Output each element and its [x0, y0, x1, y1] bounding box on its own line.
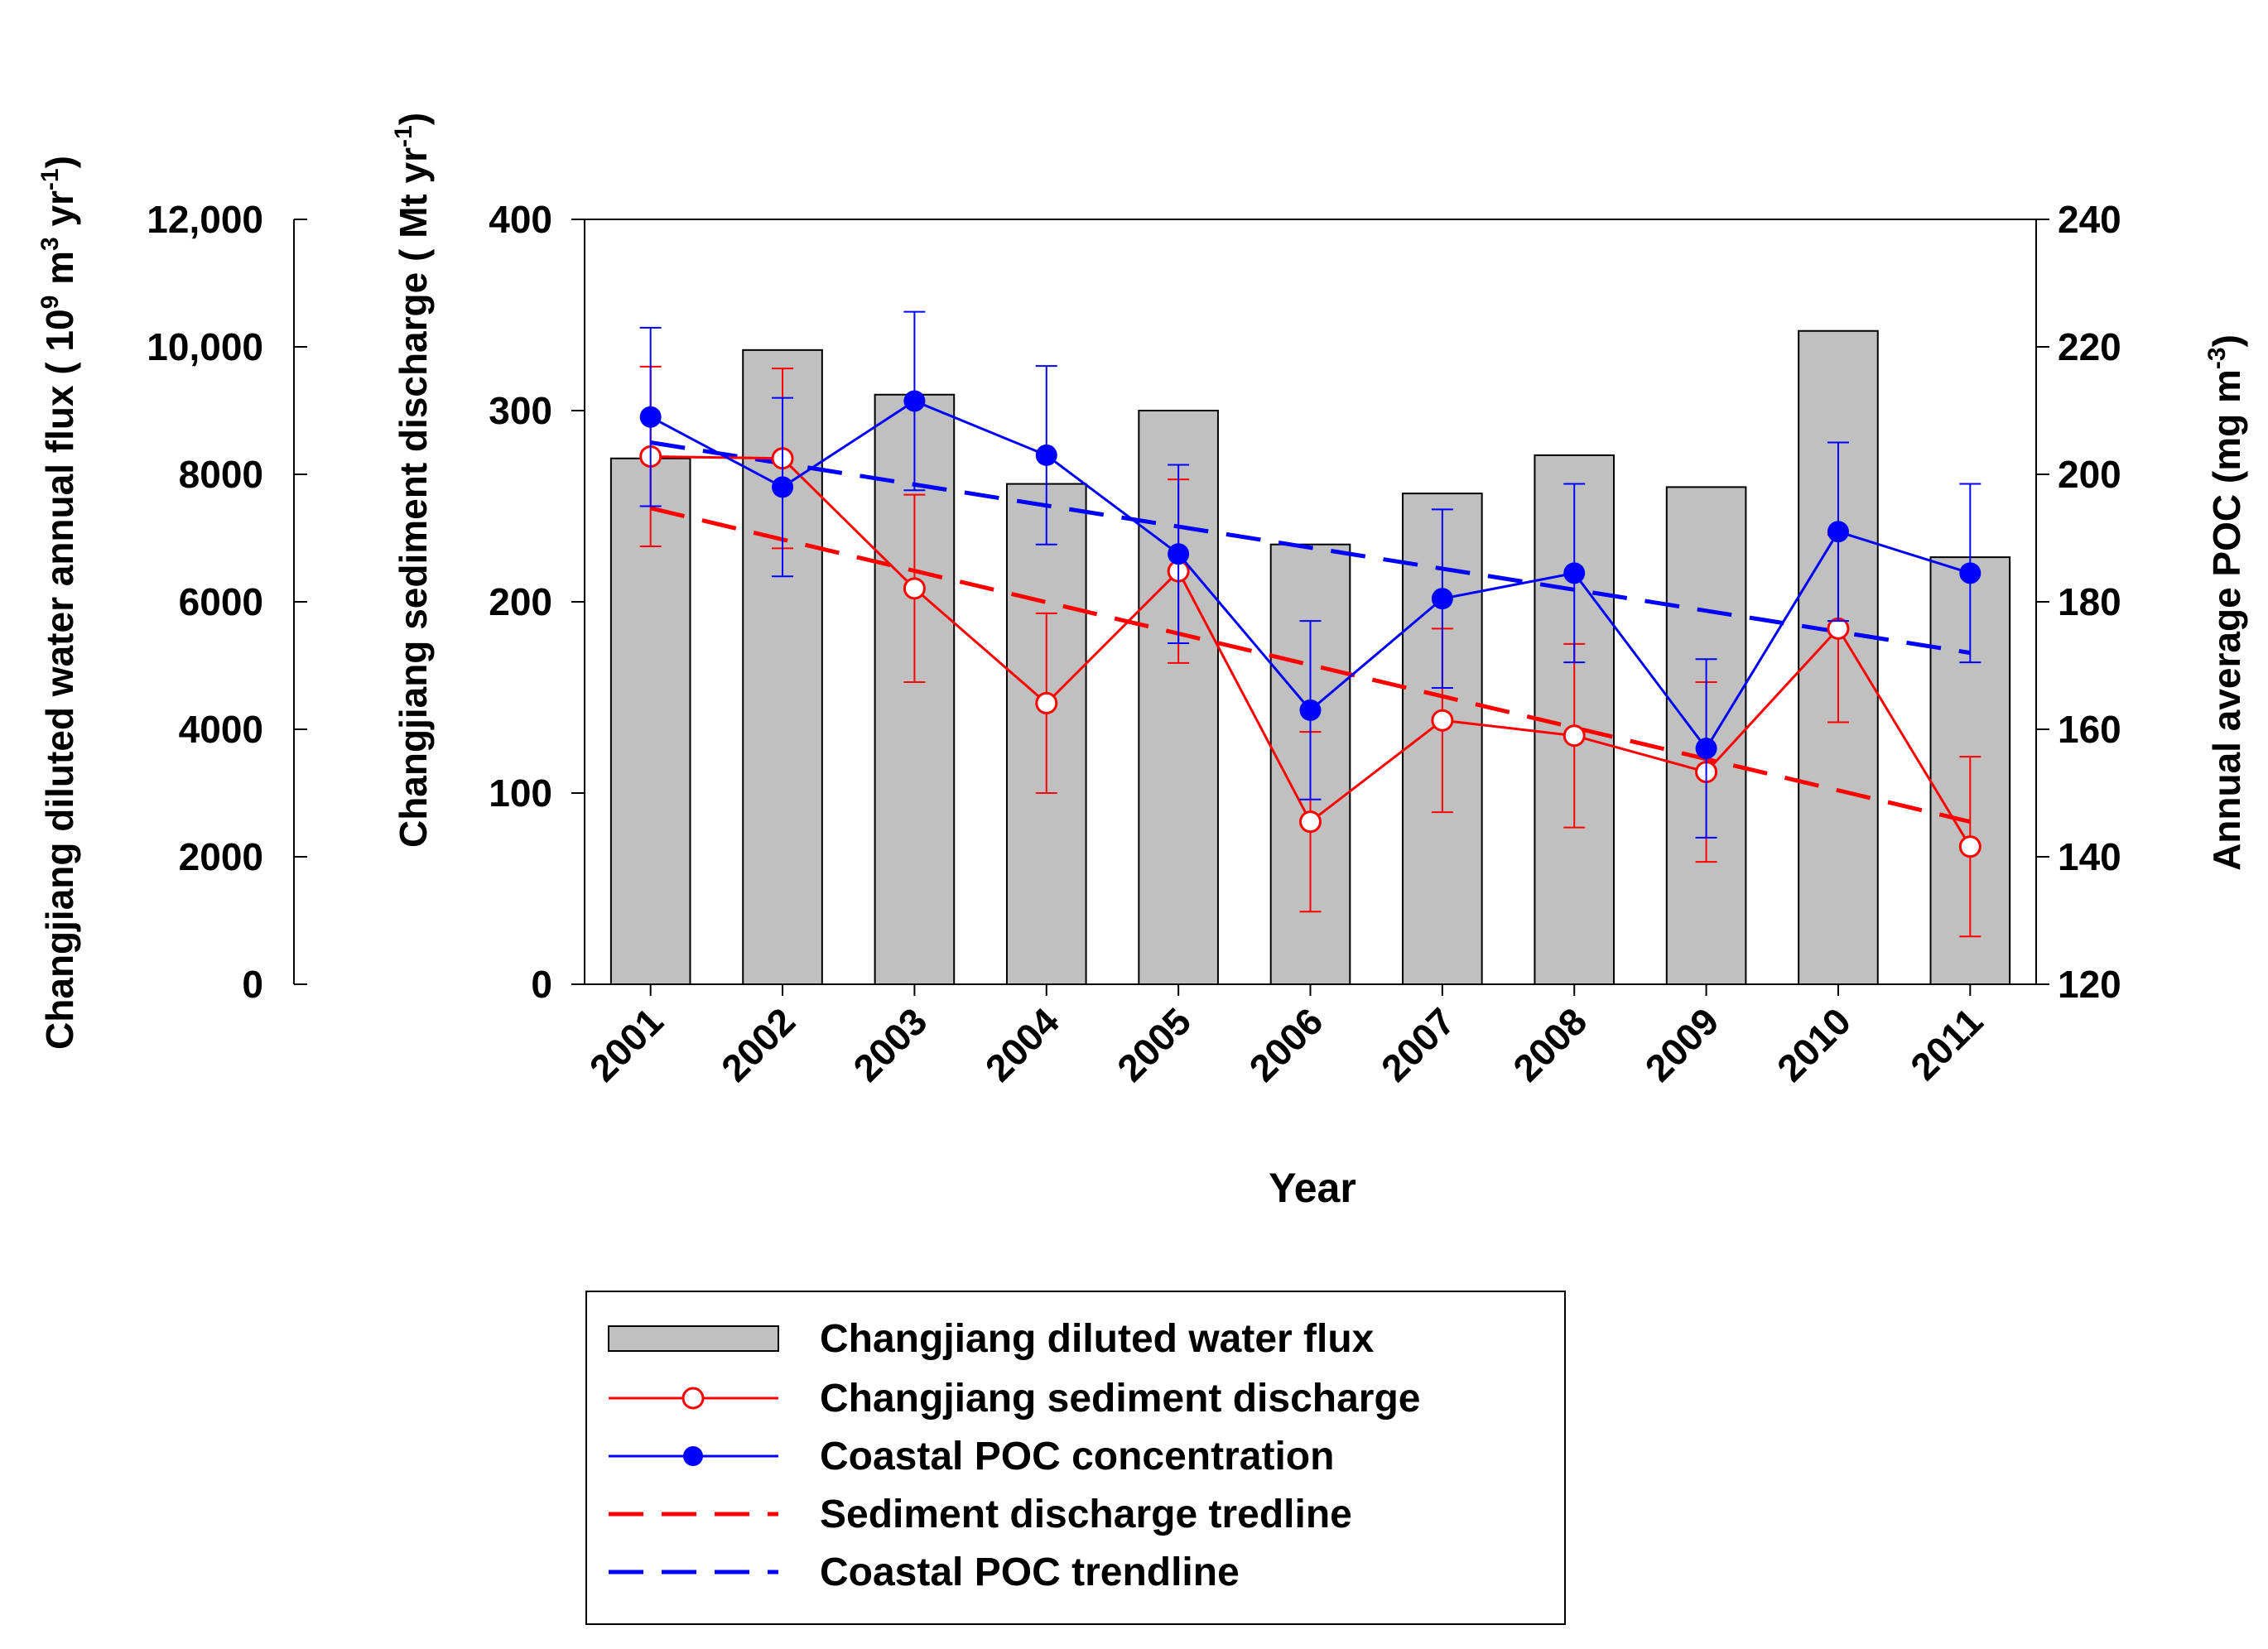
poc-point [1695, 738, 1717, 760]
right-tick-label: 220 [2058, 325, 2121, 368]
right-tick-label: 120 [2058, 963, 2121, 1006]
poc-point [1827, 521, 1849, 543]
trendline [650, 506, 1971, 824]
right-axis-ticks: 120 140 160 180 200 220 240 [2036, 198, 2121, 1006]
sediment-point [1035, 691, 1058, 714]
poc-point [903, 390, 926, 412]
legend-label-sediment: Changjiang sediment discharge [820, 1377, 1420, 1421]
left-axis-title: Changjiang sediment discharge ( Mt yr-1) [390, 113, 435, 848]
poc-point [1431, 588, 1453, 610]
legend-label-poc-trend: Coastal POC trendline [820, 1550, 1240, 1594]
legend: Changjiang diluted water flux Changjiang… [585, 1291, 1566, 1625]
sediment-point [1563, 724, 1586, 748]
right-tick-label: 240 [2058, 198, 2121, 241]
legend-label-water-flux: Changjiang diluted water flux [820, 1317, 1375, 1361]
far-left-tick-label: 4000 [179, 708, 263, 751]
left-axis-ticks: 0 100 200 300 400 [489, 198, 585, 1006]
poc-point [1563, 562, 1586, 584]
legend-poc-marker [683, 1446, 703, 1466]
poc-point [1959, 562, 1981, 584]
far-left-tick-label: 8000 [179, 453, 263, 496]
left-tick-label: 300 [489, 389, 552, 432]
plot-lines [639, 310, 1981, 938]
legend-swatch-water-flux [608, 1325, 779, 1352]
trendline [650, 440, 1971, 656]
poc-point [1299, 699, 1322, 721]
far-left-tick-label: 6000 [179, 580, 263, 623]
left-tick-label: 400 [489, 198, 552, 241]
left-tick-label: 0 [531, 963, 552, 1006]
far-left-tick-label: 2000 [179, 835, 263, 878]
sediment-point [903, 577, 926, 600]
right-axis-title: Annual average POC (mg m-3) [2203, 334, 2248, 871]
right-tick-label: 140 [2058, 835, 2121, 878]
poc-point [639, 406, 662, 428]
x-axis-title: Year [1269, 1165, 1356, 1211]
legend-sediment-marker [681, 1387, 705, 1410]
poc-point [1035, 444, 1057, 466]
legend-label-poc: Coastal POC concentration [820, 1435, 1334, 1478]
left-tick-label: 100 [489, 772, 552, 815]
sediment-point [1431, 709, 1454, 732]
right-tick-label: 200 [2058, 453, 2121, 496]
far-left-tick-label: 10,000 [147, 325, 263, 368]
far-left-axis-ticks: 0 2000 4000 6000 8000 10,000 12,000 [147, 198, 307, 1006]
left-tick-label: 200 [489, 580, 552, 623]
far-left-tick-label: 0 [242, 963, 263, 1006]
far-left-tick-label: 12,000 [147, 198, 263, 241]
poc-point [772, 476, 794, 498]
legend-label-sediment-trend: Sediment discharge tredline [820, 1493, 1352, 1536]
poc-point [1168, 543, 1190, 565]
far-left-axis-title: Changjiang diluted water annual flux ( 1… [36, 156, 81, 1050]
sediment-point [1299, 810, 1322, 834]
right-tick-label: 180 [2058, 580, 2121, 623]
sediment-point [1958, 835, 1981, 858]
right-tick-label: 160 [2058, 708, 2121, 751]
